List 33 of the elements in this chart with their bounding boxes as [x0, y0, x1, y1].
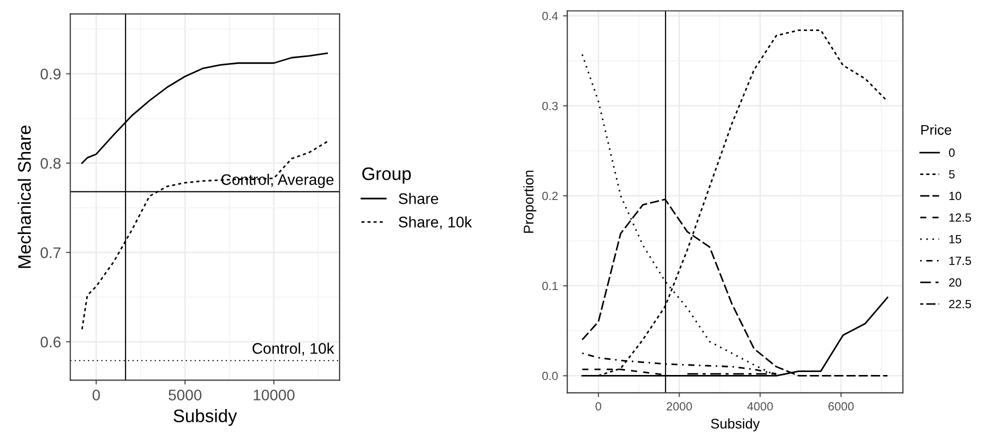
legend-label: 20 — [949, 278, 962, 287]
legend-label: 22.5 — [949, 300, 972, 308]
x-tick-label: 10000 — [254, 390, 294, 400]
legend-label: 15 — [949, 235, 962, 244]
x-tick-label: 5000 — [168, 390, 202, 400]
legend-title: Group — [362, 167, 411, 184]
y-tick-label: 0.0 — [542, 372, 558, 380]
legend-label: Share, 10k — [398, 216, 472, 230]
y-tick-label: 0.3 — [542, 102, 558, 110]
y-tick-label: 0.6 — [40, 336, 61, 348]
x-tick-label: 6000 — [828, 402, 854, 411]
legend-title: Price — [921, 124, 952, 135]
y-tick-label: 0.8 — [40, 158, 61, 169]
x-tick-label: 0 — [596, 402, 602, 411]
legend-label: 10 — [949, 192, 962, 200]
legend-label: 17.5 — [949, 256, 972, 266]
legend-label: 0 — [949, 148, 955, 157]
y-axis-title: Proportion — [523, 170, 536, 233]
x-axis-title: Subsidy — [174, 409, 238, 426]
y-tick-label: 0.4 — [542, 12, 558, 20]
x-tick-label: 0 — [92, 390, 100, 400]
y-tick-label: 0.9 — [40, 68, 61, 80]
y-tick-label: 0.2 — [542, 192, 558, 200]
legend-label: 12.5 — [949, 213, 972, 222]
ref-line-label: Control, 10k — [252, 342, 334, 356]
legend-label: Share — [398, 192, 438, 204]
x-axis-title: Subsidy — [711, 418, 760, 432]
legend-label: 5 — [949, 170, 955, 178]
y-tick-label: 0.1 — [542, 282, 558, 290]
x-tick-label: 4000 — [747, 402, 773, 411]
y-tick-label: 0.7 — [40, 247, 60, 258]
x-tick-label: 2000 — [666, 402, 692, 411]
y-axis-title: Mechanical Share — [18, 126, 31, 268]
